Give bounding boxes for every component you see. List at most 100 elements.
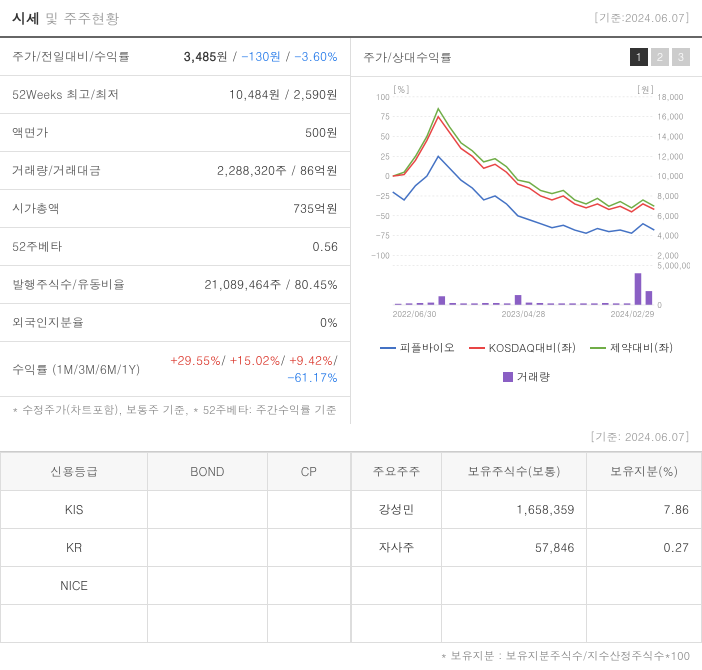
table-row: 발행주식수/유동비율 21,089,464주 / 80.45% bbox=[0, 266, 350, 304]
legend-line-icon bbox=[469, 347, 485, 349]
table-cell bbox=[587, 605, 702, 643]
table-row: 외국인지분율 0% bbox=[0, 304, 350, 342]
table-cell bbox=[441, 605, 586, 643]
table-cell: 1,658,359 bbox=[441, 491, 586, 529]
table-header: 보유지분(%) bbox=[587, 453, 702, 491]
chart-legend: 피플바이오 KOSDAQ대비(좌) 제약대비(좌) 거래량 bbox=[351, 337, 702, 393]
table-row bbox=[352, 605, 702, 643]
credit-rating-table: 신용등급BONDCP KISKRNICE bbox=[0, 452, 351, 643]
table-cell bbox=[587, 567, 702, 605]
legend-line-icon bbox=[590, 347, 606, 349]
table-header: 보유주식수(보통) bbox=[441, 453, 586, 491]
price-value: 3,485 bbox=[184, 48, 216, 65]
bottom-section: 신용등급BONDCP KISKRNICE 주요주주보유주식수(보통)보유지분(%… bbox=[0, 451, 702, 643]
svg-text:18,000: 18,000 bbox=[657, 92, 683, 103]
table-cell bbox=[148, 567, 267, 605]
table-cell bbox=[267, 605, 350, 643]
svg-text:12,000: 12,000 bbox=[657, 151, 683, 162]
reference-date: [기준:2024.06.07] bbox=[594, 11, 690, 26]
chart-tab-1[interactable]: 1 bbox=[630, 48, 648, 66]
legend-item-kosdaq: KOSDAQ대비(좌) bbox=[469, 341, 576, 356]
svg-text:75: 75 bbox=[381, 112, 391, 123]
svg-text:25: 25 bbox=[381, 151, 391, 162]
chart-tabs: 1 2 3 bbox=[630, 48, 690, 66]
table-row: NICE bbox=[1, 567, 351, 605]
return-6m: +9.42% bbox=[290, 352, 333, 369]
table-row: 시가총액 735억원 bbox=[0, 190, 350, 228]
svg-text:8,000: 8,000 bbox=[657, 191, 679, 202]
svg-text:-50: -50 bbox=[376, 211, 390, 222]
price-unit: 원 bbox=[216, 48, 228, 65]
beta-value: 0.56 bbox=[158, 228, 351, 266]
shareholder-table: 주요주주보유주식수(보통)보유지분(%) 강성민1,658,3597.86자사주… bbox=[351, 452, 702, 643]
table-cell: KIS bbox=[1, 491, 148, 529]
svg-text:[원]: [원] bbox=[637, 85, 655, 96]
table-cell: 0.27 bbox=[587, 529, 702, 567]
legend-item-stock: 피플바이오 bbox=[380, 341, 455, 356]
credit-panel: 신용등급BONDCP KISKRNICE bbox=[0, 452, 351, 643]
svg-text:-100: -100 bbox=[371, 250, 390, 261]
legend-label: 거래량 bbox=[517, 370, 550, 385]
shares-value: 21,089,464주 / 80.45% bbox=[158, 266, 351, 304]
table-cell bbox=[148, 605, 267, 643]
volume-label: 거래량/거래대금 bbox=[0, 152, 158, 190]
legend-item-pharma: 제약대비(좌) bbox=[590, 341, 673, 356]
table-cell bbox=[267, 529, 350, 567]
table-cell bbox=[1, 605, 148, 643]
price-info-panel: 주가/전일대비/수익률 3,485원 / -130원 / -3.60% 52We… bbox=[0, 38, 351, 424]
table-header: 주요주주 bbox=[352, 453, 442, 491]
table-cell bbox=[352, 567, 442, 605]
return-value-cell: +29.55%/ +15.02%/ +9.42%/ -61.17% bbox=[158, 342, 351, 397]
chart-tab-3[interactable]: 3 bbox=[672, 48, 690, 66]
table-row: 거래량/거래대금 2,288,320주 / 86억원 bbox=[0, 152, 350, 190]
title-suffix: 및 주주현황 bbox=[45, 8, 120, 28]
price-value-cell: 3,485원 / -130원 / -3.60% bbox=[158, 38, 351, 76]
table-cell: 57,846 bbox=[441, 529, 586, 567]
shareholder-panel: 주요주주보유주식수(보통)보유지분(%) 강성민1,658,3597.86자사주… bbox=[351, 452, 702, 643]
par-value: 500원 bbox=[158, 114, 351, 152]
mcap-value: 735억원 bbox=[158, 190, 351, 228]
price-label: 주가/전일대비/수익률 bbox=[0, 38, 158, 76]
chart-tab-2[interactable]: 2 bbox=[651, 48, 669, 66]
table-row: 액면가 500원 bbox=[0, 114, 350, 152]
table-header: 신용등급 bbox=[1, 453, 148, 491]
return-1y: -61.17% bbox=[287, 369, 338, 386]
bottom-date: [기준: 2024.06.07] bbox=[0, 424, 702, 451]
table-cell bbox=[148, 529, 267, 567]
table-cell bbox=[148, 491, 267, 529]
svg-text:0: 0 bbox=[385, 171, 390, 182]
foreign-label: 외국인지분율 bbox=[0, 304, 158, 342]
page-header: 시세 및 주주현황 [기준:2024.06.07] bbox=[0, 0, 702, 38]
legend-label: 피플바이오 bbox=[400, 341, 455, 356]
table-row bbox=[1, 605, 351, 643]
left-footnote: * 수정주가(차트포함), 보통주 기준, * 52주베타: 주간수익률 기준 bbox=[0, 397, 350, 424]
par-label: 액면가 bbox=[0, 114, 158, 152]
table-row: 주가/전일대비/수익률 3,485원 / -130원 / -3.60% bbox=[0, 38, 350, 76]
table-cell bbox=[267, 491, 350, 529]
table-cell: NICE bbox=[1, 567, 148, 605]
page-title: 시세 및 주주현황 bbox=[12, 8, 119, 28]
svg-text:16,000: 16,000 bbox=[657, 112, 683, 123]
table-row: 강성민1,658,3597.86 bbox=[352, 491, 702, 529]
main-content: 주가/전일대비/수익률 3,485원 / -130원 / -3.60% 52We… bbox=[0, 38, 702, 424]
weeks-label: 52Weeks 최고/최저 bbox=[0, 76, 158, 114]
price-change: -130원 bbox=[241, 48, 281, 65]
svg-text:-75: -75 bbox=[376, 231, 390, 242]
bottom-footnote: * 보유지분 : 보유지분주식수/지수산정주식수*100 bbox=[0, 643, 702, 670]
table-header: CP bbox=[267, 453, 350, 491]
price-pct: -3.60% bbox=[294, 48, 338, 65]
legend-label: KOSDAQ대비(좌) bbox=[489, 341, 576, 356]
table-cell: 강성민 bbox=[352, 491, 442, 529]
mcap-label: 시가총액 bbox=[0, 190, 158, 228]
table-cell bbox=[267, 567, 350, 605]
return-3m: +15.02% bbox=[230, 352, 280, 369]
chart-header: 주가/상대수익률 1 2 3 bbox=[351, 38, 702, 77]
table-row: 52Weeks 최고/최저 10,484원 / 2,590원 bbox=[0, 76, 350, 114]
table-row bbox=[352, 567, 702, 605]
legend-item-volume: 거래량 bbox=[503, 370, 550, 385]
table-cell: 7.86 bbox=[587, 491, 702, 529]
shares-label: 발행주식수/유동비율 bbox=[0, 266, 158, 304]
price-info-table: 주가/전일대비/수익률 3,485원 / -130원 / -3.60% 52We… bbox=[0, 38, 350, 397]
foreign-value: 0% bbox=[158, 304, 351, 342]
table-header-row: 신용등급BONDCP bbox=[1, 453, 351, 491]
